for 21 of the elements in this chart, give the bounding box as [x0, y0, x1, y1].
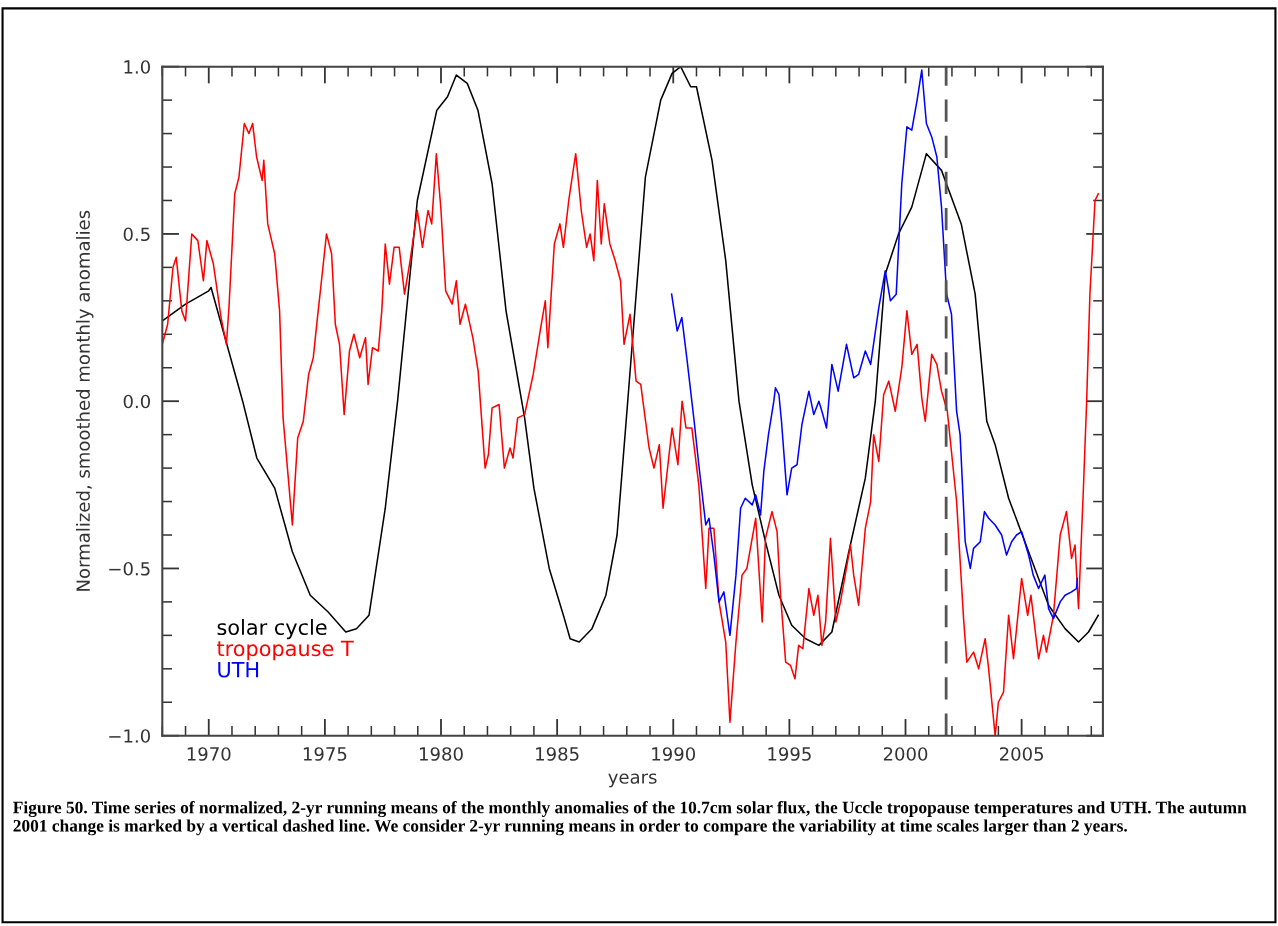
y-tick-label: 1.0: [124, 60, 150, 74]
x-tick-label: 1980: [420, 747, 463, 761]
x-tick-label: 1970: [187, 747, 231, 761]
caption: Figure 50. Time series of normalized, 2-yr running means of the monthly anomalies of the 10.7cm solar flux, the Uccle tropopause temperatures and UTH. The autumn 2001 change is marked by a vertical dashed line. We consider 2-yr running means in order to compare the variability at time scales larger than 2 years.: [13, 800, 1247, 836]
y-tick-label: 0.5: [123, 227, 150, 242]
x-tick-label: 1985: [536, 747, 579, 761]
y-axis-title: Normalized, smoothed monthly anomalies: [75, 210, 94, 591]
line-series: [162, 122, 1100, 736]
x-tick-label: 2005: [999, 747, 1044, 761]
x-tick-label: 1995: [768, 747, 811, 761]
series-label: solar cycle: [217, 618, 327, 640]
text: tropopause T: [217, 640, 354, 661]
line-series: [670, 69, 1079, 637]
x-axis-title: years: [608, 773, 657, 788]
y-tick-label: 0.0: [123, 394, 150, 409]
y-tick-label: −1.0: [109, 729, 150, 743]
x-tick-label: 1990: [652, 747, 696, 761]
x-tick-label: 2000: [883, 747, 928, 761]
y-tick-label: −0.5: [109, 561, 150, 576]
text: UTH: [218, 662, 259, 678]
x-tick-label: 1975: [303, 747, 347, 761]
